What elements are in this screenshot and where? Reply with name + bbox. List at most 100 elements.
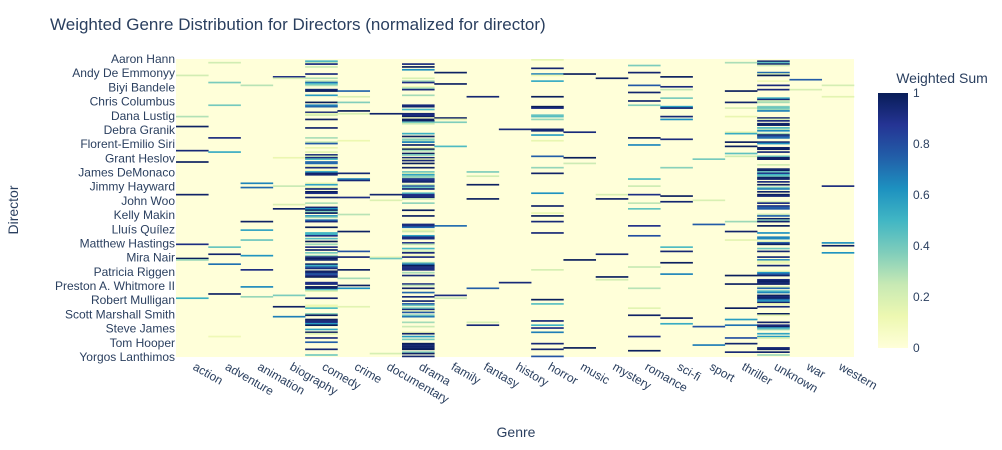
heatmap-cells [176,59,855,358]
heatmap-cell [402,300,435,302]
x-tick-label: music [578,359,612,387]
heatmap-cell [531,139,564,142]
heatmap-cell [660,107,693,109]
heatmap-cell [402,295,435,298]
heatmap-cell [563,156,597,159]
heatmap-cell [757,151,790,153]
heatmap-cell [402,171,435,173]
heatmap-cell [724,131,758,134]
heatmap-cell [757,259,790,261]
heatmap-cell [402,304,435,307]
heatmap-cell [757,243,790,246]
heatmap-cell [272,315,306,318]
heatmap-cell [757,291,790,294]
heatmap-cell [821,95,855,98]
heatmap-cell [402,132,435,135]
heatmap-cell [337,101,371,104]
heatmap-cell [531,128,564,131]
heatmap-cell [305,324,338,327]
heatmap-cell [305,212,338,214]
heatmap-cell [821,251,855,254]
heatmap-cell [628,144,661,146]
heatmap-cell [305,81,338,84]
heatmap-cell [724,220,758,223]
heatmap-cell [757,237,790,240]
heatmap-cell [757,260,790,263]
heatmap-cell [305,208,338,210]
heatmap-cell [305,190,338,193]
heatmap-cell [757,300,790,302]
heatmap-cell [402,87,435,90]
heatmap-cell [402,230,435,233]
heatmap-cell [434,294,467,297]
heatmap-cell [305,232,338,234]
heatmap-cell [563,347,597,349]
heatmap-cell [402,68,435,71]
y-tick-label: Robert Mulligan [91,293,175,307]
heatmap-cell [757,146,790,149]
heatmap-cell [305,84,338,87]
heatmap-cell [305,256,338,258]
heatmap-cell [757,294,790,297]
heatmap-cell [305,259,338,261]
heatmap-cell [305,156,338,159]
heatmap-cell [531,220,564,223]
heatmap-cell [402,274,435,277]
colorbar-tick-label: 0.6 [913,188,930,202]
y-tick-label: Preston A. Whitmore II [55,279,175,293]
heatmap-cell [692,199,726,202]
heatmap-cell [305,216,338,219]
heatmap-cell [757,148,790,151]
heatmap-cell [337,178,371,180]
heatmap-cell [724,283,758,285]
heatmap-cell [757,305,790,308]
heatmap-cell [176,161,209,163]
heatmap-cell [531,129,564,132]
heatmap-cell [757,261,790,264]
heatmap-cell [402,85,435,88]
heatmap-cell [402,303,435,305]
heatmap-cell [531,67,564,70]
heatmap-cell [563,162,597,165]
heatmap-cell [531,342,564,345]
heatmap-cell [240,182,274,185]
y-tick-label: Tom Hooper [110,336,175,350]
heatmap-cell [305,251,338,254]
heatmap-cell [531,205,564,207]
heatmap-cell [240,186,274,189]
heatmap-cell [531,324,564,327]
heatmap-cell [757,188,790,190]
heatmap-cell [531,155,564,158]
x-tick-label: history [514,359,552,389]
heatmap-cell [595,278,629,281]
heatmap-cell [402,149,435,152]
x-tick-label: sport [707,359,738,385]
heatmap-cell [660,76,693,78]
heatmap-cell [402,118,435,121]
heatmap-cell [692,158,726,160]
heatmap-cell [305,266,338,268]
heatmap-cell [305,206,338,209]
heatmap-cell [692,325,726,328]
heatmap-cell [176,297,209,300]
heatmap-cell [305,226,338,229]
heatmap-cell [757,63,790,65]
heatmap-cell [531,166,564,169]
heatmap-cell [208,104,241,107]
y-tick-label: Andy De Emmonyy [72,66,175,80]
heatmap-cell [402,254,435,257]
heatmap-cell [305,104,338,107]
heatmap-cell [402,209,435,212]
heatmap-cell [402,226,435,229]
y-tick-label: Steve James [106,322,175,336]
heatmap-cell [757,64,790,67]
heatmap-cell [628,314,661,317]
heatmap-cell [402,325,435,328]
heatmap-cell [724,155,758,158]
heatmap-cell [208,246,241,248]
heatmap-cell [305,186,338,189]
heatmap-cell [757,332,790,335]
heatmap-cell [724,239,758,241]
heatmap-cell [369,112,403,115]
